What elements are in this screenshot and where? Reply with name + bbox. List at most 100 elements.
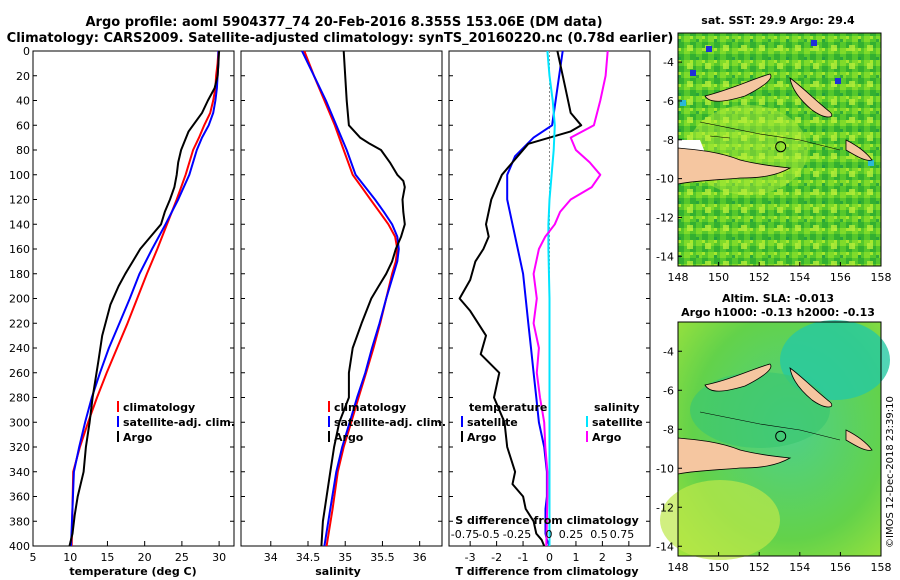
- sla-map-title-line2: Argo h1000: -0.13 h2000: -0.13: [681, 306, 875, 319]
- figure-title-line1: Argo profile: aoml 5904377_74 20-Feb-201…: [85, 15, 602, 30]
- difference-series-salinity-argo: [532, 50, 609, 547]
- difference-top-axis-label: S difference from climatology: [455, 514, 639, 527]
- salinity-axis-ticks: 34 34.5 35 35.5 36: [241, 50, 442, 564]
- salinity-difference-tick-label: 0: [546, 528, 553, 541]
- salinity-series-climatology: [303, 50, 399, 547]
- temperature-x-axis-label: temperature (deg C): [69, 565, 196, 578]
- map-ytick-label: -12: [656, 501, 674, 514]
- depth-tick-label: 240: [9, 342, 30, 355]
- legend-satellite-label: satellite-adj. clim.: [123, 416, 235, 429]
- sla-argo-location-marker: [775, 430, 787, 442]
- salinity-xtick-label: 36: [413, 551, 427, 564]
- salinity-xtick-label: 34.5: [296, 551, 321, 564]
- temperature-series-satellite-adj-clim-: [70, 51, 220, 547]
- salinity-series-argo: [320, 50, 406, 547]
- depth-tick-label: 0: [23, 45, 30, 58]
- diff-legend-sal-satellite-label: satellite: [592, 416, 643, 429]
- salinity-plot-frame: [240, 50, 443, 547]
- temperature-legend: climatology satellite-adj. clim. Argo: [117, 401, 235, 444]
- depth-tick-label: 80: [16, 144, 30, 157]
- depth-tick-label: 100: [9, 169, 30, 182]
- sst-map-image: [677, 33, 881, 266]
- difference-xtick-label: 2: [599, 551, 606, 564]
- depth-tick-label: 180: [9, 268, 30, 281]
- difference-series-temperature-satellite: [506, 50, 564, 547]
- temperature-xtick-label: 30: [212, 551, 226, 564]
- depth-tick-label: 60: [16, 119, 30, 132]
- difference-axis-ticks: -3 -2 -1 0 1 2 3: [449, 50, 650, 564]
- temperature-xtick-label: 20: [138, 551, 152, 564]
- map-ytick-label: -8: [663, 134, 674, 147]
- depth-tick-label: 340: [9, 466, 30, 479]
- depth-tick-label: 200: [9, 293, 30, 306]
- temperature-xtick-label: 25: [175, 551, 189, 564]
- sla-map-image: [660, 320, 890, 560]
- temperature-profile-lines: [68, 50, 221, 547]
- imos-credit: ©IMOS 12-Dec-2018 23:39:10: [885, 396, 896, 548]
- salinity-difference-tick-label: 0.5: [590, 528, 608, 541]
- depth-tick-label: 220: [9, 317, 30, 330]
- difference-profile-lines: [458, 50, 609, 547]
- difference-xtick-label: 3: [625, 551, 632, 564]
- salinity-difference-tick-labels: -0.75 -0.5 -0.25 0 0.25 0.5 0.75: [451, 528, 634, 541]
- salinity-difference-tick-label: -0.5: [478, 528, 499, 541]
- sla-map-panel: Altim. SLA: -0.013 Argo h1000: -0.13 h20…: [656, 292, 891, 574]
- map-ytick-label: -14: [656, 250, 674, 263]
- salinity-difference-tick-label: -0.75: [451, 528, 479, 541]
- map-xtick-label: 152: [749, 561, 770, 574]
- salinity-panel: 34 34.5 35 35.5 36 salinity climatology sate…: [240, 50, 446, 578]
- map-xtick-label: 156: [830, 271, 851, 284]
- difference-xtick-label: -1: [518, 551, 529, 564]
- map-xtick-label: 154: [789, 561, 810, 574]
- map-xtick-label: 150: [708, 271, 729, 284]
- sal-legend-argo-label: Argo: [334, 431, 364, 444]
- depth-tick-label: 400: [9, 540, 30, 553]
- map-ytick-label: -4: [663, 56, 674, 69]
- difference-panel: -3 -2 -1 0 1 2 3 T difference from climatology…: [448, 50, 651, 578]
- salinity-difference-tick-label: -0.25: [503, 528, 531, 541]
- temperature-xtick-label: 5: [30, 551, 37, 564]
- sst-map-ticks: 148 150 152 154 156 158 -4 -6 -8 -10 -12 -14: [656, 56, 891, 284]
- figure-title-line2: Climatology: CARS2009. Satellite-adjuste…: [7, 31, 674, 46]
- depth-tick-label: 260: [9, 367, 30, 380]
- depth-tick-label: 160: [9, 243, 30, 256]
- salinity-legend: climatology satellite-adj. clim. Argo: [328, 401, 446, 444]
- salinity-x-axis-label: salinity: [315, 565, 361, 578]
- sla-map-ticks: 148 150 152 154 156 158 -4 -6 -8 -10 -12 -14: [656, 345, 891, 574]
- temperature-axis-ticks: 5 10 15 20 25 3002040608010012014016018020022…: [9, 45, 234, 564]
- depth-tick-label: 140: [9, 218, 30, 231]
- diff-legend-sal-argo-label: Argo: [592, 431, 622, 444]
- map-ytick-label: -10: [656, 173, 674, 186]
- salinity-difference-tick-label: 0.25: [559, 528, 584, 541]
- difference-xtick-label: -3: [465, 551, 476, 564]
- map-xtick-label: 148: [668, 271, 689, 284]
- sst-map-panel: sat. SST: 29.9 Argo: 29.4 148 150 152 154 15…: [656, 14, 891, 284]
- map-xtick-label: 158: [871, 561, 892, 574]
- depth-tick-label: 120: [9, 194, 30, 207]
- salinity-xtick-label: 35.5: [370, 551, 395, 564]
- map-ytick-label: -6: [663, 384, 674, 397]
- sst-map-title: sat. SST: 29.9 Argo: 29.4: [701, 14, 855, 27]
- map-xtick-label: 152: [749, 271, 770, 284]
- difference-xtick-label: 1: [572, 551, 579, 564]
- sst-map-frame: [677, 32, 882, 267]
- salinity-xtick-label: 35: [338, 551, 352, 564]
- legend-argo-label: Argo: [123, 431, 153, 444]
- diff-legend-temp-argo-label: Argo: [467, 431, 497, 444]
- difference-legend-temperature: temperature satellite Argo: [461, 401, 547, 444]
- salinity-series-satellite-adj-clim-: [301, 50, 400, 547]
- map-ytick-label: -8: [663, 423, 674, 436]
- difference-series-salinity-satellite: [546, 50, 556, 546]
- temperature-xtick-label: 15: [100, 551, 114, 564]
- map-xtick-label: 158: [871, 271, 892, 284]
- map-xtick-label: 150: [708, 561, 729, 574]
- map-ytick-label: -12: [656, 211, 674, 224]
- sla-map-frame: [677, 321, 882, 557]
- sla-map-title-line1: Altim. SLA: -0.013: [722, 292, 834, 305]
- difference-xtick-label: -2: [491, 551, 502, 564]
- map-xtick-label: 154: [789, 271, 810, 284]
- temperature-series-argo: [68, 50, 221, 547]
- depth-tick-label: 320: [9, 441, 30, 454]
- depth-tick-label: 280: [9, 392, 30, 405]
